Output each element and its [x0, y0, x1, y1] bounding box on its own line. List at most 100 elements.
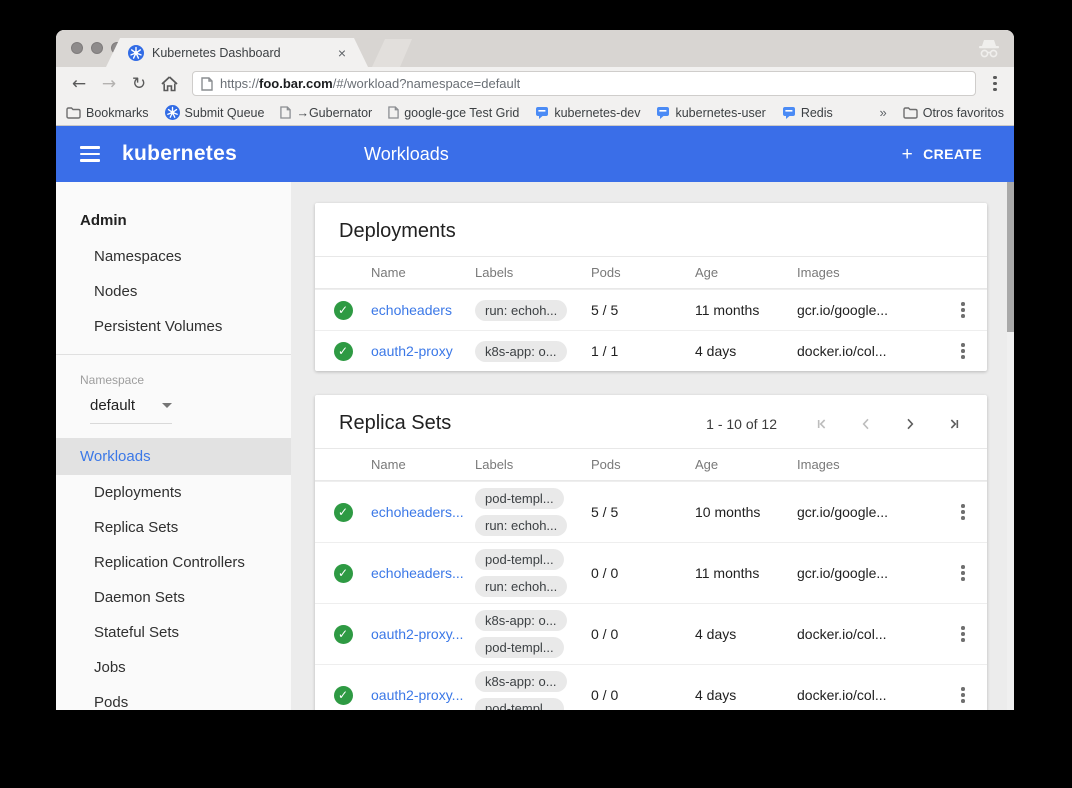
column-pods: Pods: [591, 265, 621, 280]
column-pods: Pods: [591, 457, 621, 472]
label-chip: run: echoh...: [475, 515, 568, 536]
resource-link[interactable]: echoheaders: [371, 302, 452, 318]
plus-icon: +: [901, 143, 914, 165]
resource-link[interactable]: oauth2-proxy: [371, 343, 453, 359]
sidebar-divider: [56, 354, 291, 355]
chevron-right-icon: [907, 418, 914, 429]
status-ok-icon: ✓: [333, 685, 353, 705]
bookmark-item[interactable]: google-gce Test Grid: [388, 106, 519, 120]
chat-icon: [782, 106, 795, 119]
chat-icon: [536, 106, 549, 119]
resource-link[interactable]: oauth2-proxy...: [371, 626, 464, 642]
card-title: Replica Sets: [339, 412, 452, 434]
resource-link[interactable]: echoheaders...: [371, 565, 464, 581]
table-row: ✓ echoheaders... pod-templ... run: echoh…: [315, 481, 987, 542]
label-chip: k8s-app: o...: [475, 671, 567, 692]
bookmark-item[interactable]: Submit Queue: [164, 105, 264, 120]
deployments-card: Deployments Name Labels Pods Age Images …: [315, 203, 987, 371]
pagination: 1 - 10 of 12: [706, 415, 963, 433]
url-text: https://foo.bar.com/#/workload?namespace…: [220, 76, 521, 91]
age-cell: 10 months: [695, 504, 761, 520]
column-labels: Labels: [475, 265, 514, 280]
sidebar-item-deployments[interactable]: Deployments: [94, 484, 182, 501]
pods-cell: 0 / 0: [591, 565, 619, 581]
bookmarks-overflow-chevron-icon[interactable]: »: [879, 105, 887, 120]
label-chip: run: echoh...: [475, 299, 568, 321]
row-menu-button[interactable]: [939, 339, 987, 363]
row-menu-button[interactable]: [939, 683, 987, 707]
browser-window: Kubernetes Dashboard × ← → ↻: [56, 30, 1014, 710]
chevron-left-icon: [862, 418, 869, 429]
namespace-select[interactable]: default: [90, 397, 172, 424]
age-cell: 4 days: [695, 687, 737, 703]
browser-titlebar: Kubernetes Dashboard ×: [56, 30, 1014, 67]
previous-page-button[interactable]: [857, 415, 875, 433]
bookmark-item[interactable]: Redis: [782, 106, 833, 120]
hamburger-menu-icon[interactable]: [80, 146, 100, 162]
browser-menu-button[interactable]: [986, 72, 1004, 96]
pagination-range-label: 1 - 10 of 12: [706, 415, 777, 432]
sidebar-item-pods[interactable]: Pods: [94, 694, 129, 710]
sidebar-item-replication-controllers[interactable]: Replication Controllers: [94, 554, 245, 571]
first-page-icon: [817, 418, 826, 429]
create-button[interactable]: + CREATE: [901, 143, 982, 165]
reload-button[interactable]: ↻: [131, 73, 147, 94]
minimize-window-button[interactable]: [91, 42, 103, 54]
sidebar-item-daemon-sets[interactable]: Daemon Sets: [94, 589, 185, 606]
age-cell: 11 months: [695, 565, 760, 581]
age-cell: 4 days: [695, 343, 737, 359]
kubernetes-logo[interactable]: kubernetes: [122, 142, 238, 165]
new-tab-button[interactable]: [372, 39, 412, 67]
sidebar-item-namespaces[interactable]: Namespaces: [94, 248, 182, 265]
sidebar-item-jobs[interactable]: Jobs: [94, 659, 126, 676]
last-page-button[interactable]: [945, 415, 963, 433]
sidebar-item-workloads[interactable]: Workloads: [56, 438, 291, 475]
tab-close-icon[interactable]: ×: [337, 44, 346, 61]
label-chip: run: echoh...: [475, 576, 568, 597]
sidebar-item-persistent-volumes[interactable]: Persistent Volumes: [94, 318, 223, 335]
images-cell: gcr.io/google...: [797, 302, 889, 318]
pods-cell: 0 / 0: [591, 626, 619, 642]
close-window-button[interactable]: [71, 42, 83, 54]
label-chip: k8s-app: o...: [475, 610, 567, 631]
url-bar[interactable]: https://foo.bar.com/#/workload?namespace…: [192, 71, 976, 96]
card-title: Deployments: [339, 220, 456, 242]
status-ok-icon: ✓: [333, 624, 353, 644]
column-labels: Labels: [475, 457, 514, 472]
sidebar-item-stateful-sets[interactable]: Stateful Sets: [94, 624, 180, 641]
bookmark-item[interactable]: kubernetes-dev: [535, 106, 640, 120]
age-cell: 11 months: [695, 302, 760, 318]
first-page-button[interactable]: [813, 415, 831, 433]
row-menu-button[interactable]: [939, 622, 987, 646]
resource-link[interactable]: oauth2-proxy...: [371, 687, 464, 703]
bookmark-item[interactable]: →Gubernator: [280, 106, 372, 120]
namespace-value: default: [90, 397, 136, 414]
home-button[interactable]: [156, 71, 182, 97]
page-icon: [280, 106, 292, 119]
scrollbar-thumb[interactable]: [1007, 182, 1014, 332]
next-page-button[interactable]: [901, 415, 919, 433]
row-menu-button[interactable]: [939, 298, 987, 322]
resource-link[interactable]: echoheaders...: [371, 504, 464, 520]
back-button[interactable]: ←: [71, 73, 87, 94]
table-row: ✓ oauth2-proxy k8s-app: o... 1 / 1 4 day…: [315, 330, 987, 371]
images-cell: gcr.io/google...: [797, 565, 889, 581]
column-name: Name: [371, 265, 406, 280]
page-icon: [201, 76, 213, 91]
row-menu-button[interactable]: [939, 500, 987, 524]
browser-tab[interactable]: Kubernetes Dashboard ×: [106, 38, 368, 67]
page-title: Workloads: [364, 143, 449, 164]
scrollbar[interactable]: [1007, 182, 1014, 710]
pods-cell: 5 / 5: [591, 504, 619, 520]
forward-button[interactable]: →: [101, 73, 117, 94]
sidebar-item-replica-sets[interactable]: Replica Sets: [94, 519, 179, 536]
row-menu-button[interactable]: [939, 561, 987, 585]
replica-sets-card-header: Replica Sets 1 - 10 of 12: [315, 395, 987, 448]
table-header-row: Name Labels Pods Age Images: [315, 448, 987, 481]
deployments-card-header: Deployments: [315, 203, 987, 256]
bookmark-item[interactable]: Bookmarks: [66, 106, 149, 120]
bookmark-folder-otros[interactable]: Otros favoritos: [903, 106, 1004, 120]
sidebar-item-nodes[interactable]: Nodes: [94, 283, 138, 300]
bookmark-item[interactable]: kubernetes-user: [656, 106, 766, 120]
tab-title: Kubernetes Dashboard: [152, 45, 281, 60]
